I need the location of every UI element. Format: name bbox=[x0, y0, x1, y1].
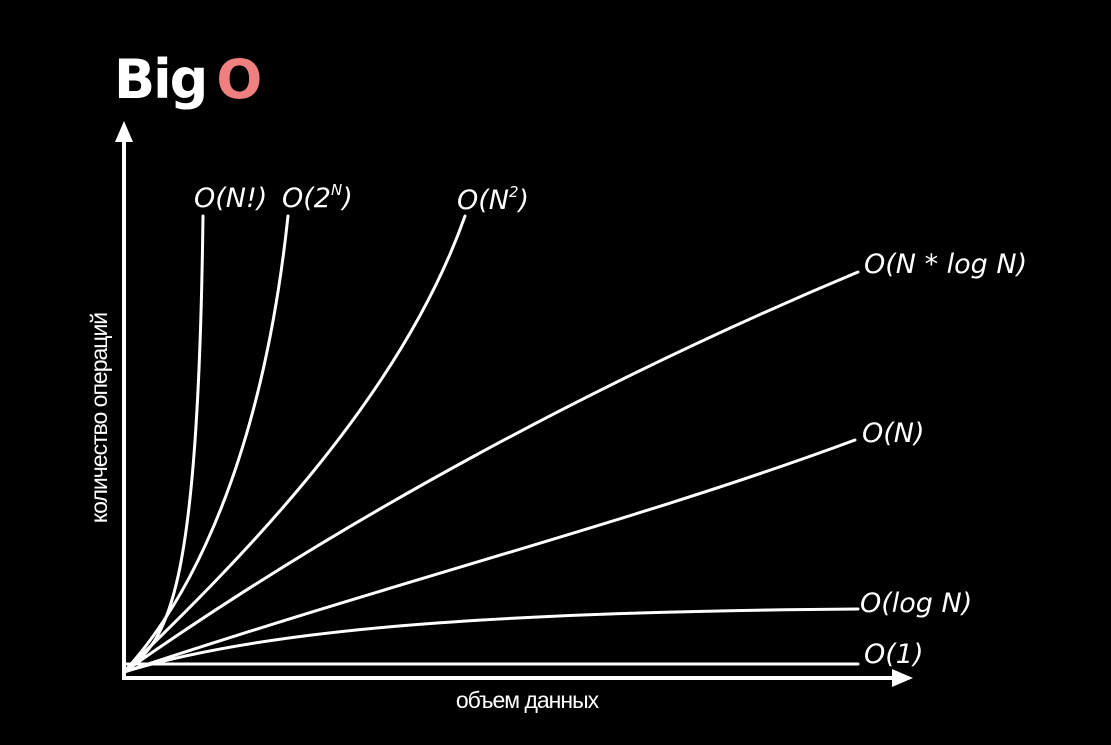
label-factorial: O(N!) bbox=[194, 183, 267, 214]
y-axis-arrow bbox=[115, 121, 133, 142]
axes bbox=[115, 121, 913, 687]
label-logarithmic: O(log N) bbox=[860, 588, 972, 619]
label-exponential: O(2N) bbox=[282, 181, 353, 214]
label-linear: O(N) bbox=[862, 418, 925, 449]
chart-title-main: Big bbox=[114, 48, 206, 111]
series-line-quadratic bbox=[122, 214, 467, 674]
series-line-linear bbox=[122, 438, 857, 674]
chart-title: Big O bbox=[114, 48, 260, 111]
label-quadratic: O(N2) bbox=[457, 183, 529, 216]
x-axis-label: объем данных bbox=[456, 687, 600, 713]
series-line-logarithmic bbox=[122, 607, 860, 674]
x-axis-arrow bbox=[892, 669, 913, 687]
series-line-factorial bbox=[122, 214, 205, 674]
series-labels: O(N!) O(2N) O(N2) O(N * log N) O(N) O(lo… bbox=[194, 181, 1027, 670]
series-line-linearithmic bbox=[122, 270, 860, 674]
label-constant: O(1) bbox=[864, 639, 924, 670]
label-linearithmic: O(N * log N) bbox=[864, 249, 1027, 280]
series-line-exponential bbox=[122, 214, 290, 674]
series-curves bbox=[122, 214, 860, 674]
chart-title-accent: O bbox=[216, 48, 260, 111]
y-axis-label: количество операций bbox=[86, 313, 112, 523]
